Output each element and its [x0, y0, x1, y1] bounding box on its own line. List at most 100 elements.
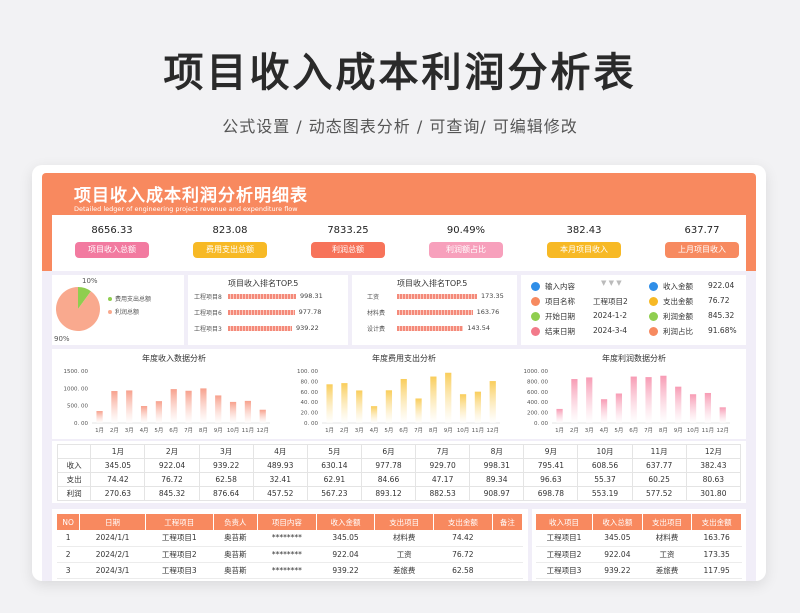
table-cell[interactable]: 893.12	[360, 486, 417, 501]
table-cell[interactable]: 工程项目3	[536, 562, 594, 579]
table-cell[interactable]: ********	[257, 546, 317, 563]
column-header: 收入金额	[316, 514, 376, 530]
table-cell[interactable]: 差旅费	[642, 562, 693, 579]
table-cell[interactable]: 637.77	[631, 458, 687, 473]
y-tick-label: 1000. 00	[524, 369, 549, 375]
table-cell[interactable]: 74.42	[90, 472, 146, 487]
table-cell[interactable]: 301.80	[685, 486, 742, 501]
table-cell[interactable]: 工资	[642, 546, 693, 563]
table-cell[interactable]: 96.63	[523, 472, 579, 487]
table-cell[interactable]: 173.35	[691, 546, 742, 563]
table-cell[interactable]: 47.17	[415, 472, 471, 487]
table-cell[interactable]: 345.05	[90, 458, 146, 473]
ranking-value: 173.35	[481, 292, 504, 300]
table-cell[interactable]: 882.53	[415, 486, 471, 501]
table-cell[interactable]: 698.78	[523, 486, 579, 501]
table-cell[interactable]: 工程项目3	[145, 562, 214, 579]
table-cell[interactable]: 74.42	[433, 530, 493, 547]
table-cell[interactable]: 489.93	[252, 458, 308, 473]
table-cell[interactable]: 922.04	[316, 546, 376, 563]
table-cell[interactable]	[492, 546, 524, 563]
month-header: 10月	[577, 444, 633, 459]
table-cell[interactable]: 84.66	[360, 472, 417, 487]
table-cell[interactable]: 2	[57, 546, 81, 563]
ranking-value: 939.22	[295, 324, 319, 332]
table-cell[interactable]: 345.05	[316, 530, 376, 547]
table-cell[interactable]: 奥苔斯	[213, 546, 259, 563]
kpi-label-button[interactable]: 利润总额	[311, 242, 385, 258]
table-cell[interactable]: 差旅费	[374, 562, 435, 579]
table-cell[interactable]: 2024/2/1	[79, 546, 146, 563]
table-cell[interactable]: 55.37	[577, 472, 633, 487]
table-cell[interactable]: 工程项目2	[145, 546, 214, 563]
table-cell[interactable]: 939.22	[592, 562, 643, 579]
query-value[interactable]: 2024-3-4	[593, 326, 628, 335]
table-cell[interactable]: 76.72	[144, 472, 200, 487]
table-cell[interactable]: 876.64	[198, 486, 254, 501]
query-value[interactable]: 2024-1-2	[593, 311, 628, 320]
table-cell[interactable]: 845.32	[144, 486, 200, 501]
table-cell[interactable]: ********	[257, 562, 317, 579]
table-cell[interactable]: 939.22	[316, 562, 376, 579]
query-value[interactable]: 工程项目2	[593, 297, 628, 306]
y-tick-label: 200. 00	[527, 411, 548, 417]
table-cell[interactable]: 382.43	[685, 458, 742, 473]
table-cell[interactable]: 795.41	[523, 458, 579, 473]
table-cell[interactable]: 630.14	[306, 458, 362, 473]
chart-bar	[459, 394, 467, 423]
table-cell[interactable]: 工程项目2	[536, 546, 594, 563]
table-cell[interactable]: 材料费	[374, 530, 435, 547]
table-cell[interactable]: 3	[57, 562, 81, 579]
table-cell[interactable]: 929.70	[415, 458, 471, 473]
table-cell[interactable]: 工程项目1	[145, 530, 214, 547]
table-cell[interactable]: 608.56	[577, 458, 633, 473]
table-cell[interactable]: 117.95	[691, 562, 742, 579]
table-cell[interactable]: 922.04	[144, 458, 200, 473]
table-cell[interactable]: 908.97	[469, 486, 525, 501]
table-cell[interactable]: ********	[257, 530, 317, 547]
table-cell[interactable]: 工资	[374, 546, 435, 563]
kpi-label-button[interactable]: 项目收入总额	[75, 242, 149, 258]
table-cell[interactable]: 270.63	[90, 486, 146, 501]
query-label: 利润金额	[663, 312, 693, 321]
query-value: 922.04	[708, 281, 735, 290]
table-cell[interactable]: 76.72	[433, 546, 493, 563]
ranking-value: 998.31	[300, 292, 323, 300]
table-cell[interactable]: 材料费	[642, 530, 693, 547]
table-cell[interactable]: 553.19	[577, 486, 633, 501]
table-cell[interactable]: 奥苔斯	[213, 530, 259, 547]
table-cell[interactable]: 工程项目1	[536, 530, 594, 547]
kpi-label-button[interactable]: 上月项目收入	[665, 242, 739, 258]
table-cell[interactable]	[492, 562, 524, 579]
table-cell[interactable]: 2024/1/1	[79, 530, 146, 547]
kpi-label-button[interactable]: 本月项目收入	[547, 242, 621, 258]
table-cell[interactable]: 62.58	[198, 472, 254, 487]
table-cell[interactable]: 977.78	[360, 458, 417, 473]
kpi-label-button[interactable]: 费用支出总额	[193, 242, 267, 258]
table-cell[interactable]	[492, 530, 524, 547]
table-cell[interactable]: 345.05	[592, 530, 643, 547]
table-cell[interactable]: 32.41	[252, 472, 308, 487]
table-cell[interactable]: 1	[57, 530, 81, 547]
x-tick-label: 8月	[199, 427, 208, 434]
kpi-label-button[interactable]: 利润额占比	[429, 242, 503, 258]
table-cell[interactable]: 939.22	[198, 458, 254, 473]
query-dropdown[interactable]: ▼ ▼ ▼	[601, 279, 622, 287]
table-cell[interactable]: 163.76	[691, 530, 742, 547]
x-tick-label: 6月	[629, 427, 638, 434]
table-cell[interactable]: 577.52	[631, 486, 687, 501]
table-cell[interactable]: 457.52	[252, 486, 308, 501]
chart-bar	[660, 375, 667, 423]
table-cell[interactable]: 62.58	[433, 562, 493, 579]
table-cell[interactable]: 80.63	[685, 472, 742, 487]
table-cell[interactable]: 89.34	[469, 472, 525, 487]
table-cell[interactable]: 2024/3/1	[79, 562, 146, 579]
table-cell[interactable]: 998.31	[469, 458, 525, 473]
table-cell[interactable]: 奥苔斯	[213, 562, 259, 579]
x-tick-label: 5月	[384, 427, 393, 434]
table-cell[interactable]: 567.23	[306, 486, 362, 501]
table-cell[interactable]: 922.04	[592, 546, 643, 563]
table-cell[interactable]: 60.25	[631, 472, 687, 487]
x-tick-label: 4月	[370, 427, 379, 434]
table-cell[interactable]: 62.91	[306, 472, 362, 487]
